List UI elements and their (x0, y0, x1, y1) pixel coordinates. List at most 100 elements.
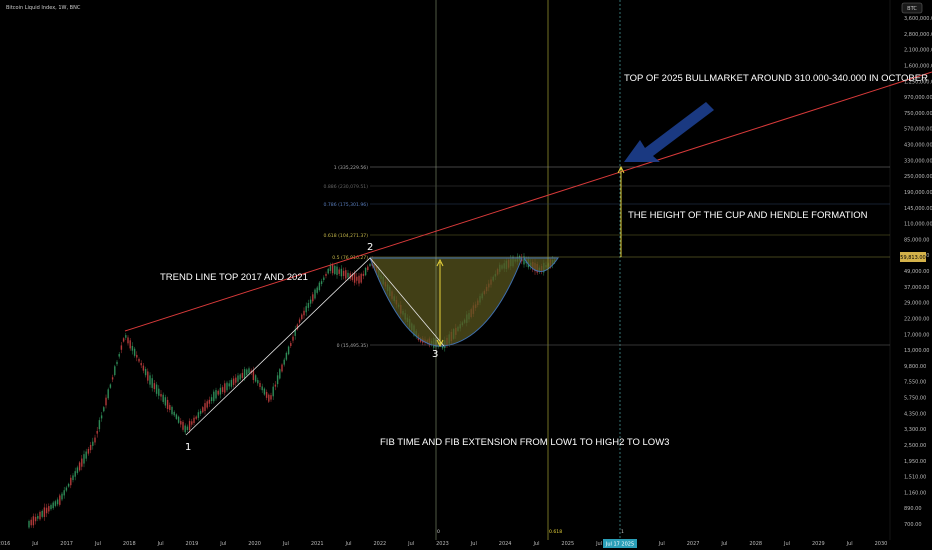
time-tick-label: 2016 (0, 541, 10, 547)
price-tick-label: 110,000.00 (904, 222, 932, 228)
time-tick-label: 2028 (749, 541, 762, 547)
candle-body (329, 265, 332, 271)
candle-body (257, 380, 259, 384)
candle-body (241, 372, 244, 378)
candle-body (122, 338, 125, 342)
price-tick-label: 1,160.00 (904, 490, 926, 496)
price-tick-label: 7,550.00 (904, 380, 926, 386)
candle-body (301, 314, 303, 320)
candle-body (144, 368, 147, 376)
candle-body (160, 393, 162, 397)
candle-body (367, 266, 369, 271)
time-tick-label: Jul (720, 541, 727, 547)
time-axis[interactable]: 2016 Jul 2017 Jul 2018 Jul 2019 Jul 2020 Jul 2021 J… (0, 541, 887, 547)
candle-body (197, 412, 200, 418)
candle-body (202, 407, 204, 413)
point-2-label: 2 (367, 242, 373, 253)
time-tick-label: 2017 (60, 541, 73, 547)
symbol-badge[interactable]: BTC (901, 2, 923, 14)
candle-body (111, 377, 114, 380)
candle-body (252, 370, 255, 381)
candle-body (298, 319, 301, 323)
fib-level-0786: 0.786 (175,301.96) (324, 202, 369, 208)
time-tick-label: 2030 (875, 541, 888, 547)
price-tick-label: 750,000.00 (904, 111, 932, 117)
price-tick-label: 970,000.00 (904, 95, 932, 101)
candle-body (114, 366, 116, 376)
candle-body (248, 368, 250, 374)
candle-body (169, 405, 171, 410)
fib-level-0618: 0.618 (104,271.37) (324, 233, 369, 239)
candle-body (100, 415, 103, 419)
time-tick-label: Jul (345, 541, 352, 547)
price-tick-label: 37,000.00 (904, 285, 929, 291)
candle-body (360, 273, 362, 283)
candle-body (63, 490, 65, 496)
candle-body (217, 390, 219, 395)
time-tick-label: Jul (658, 541, 665, 547)
time-tick-label: 2020 (248, 541, 261, 547)
svg-text:59,813.00: 59,813.00 (900, 255, 925, 261)
trend-line[interactable] (124, 71, 932, 332)
point-1-label: 1 (185, 442, 191, 453)
candle-body (274, 384, 277, 387)
candle-body (296, 324, 299, 330)
candle-body (235, 377, 237, 383)
candle-body (34, 516, 37, 522)
candle-body (208, 399, 211, 404)
candle-body (279, 369, 281, 379)
annotation-fib-time: FIB TIME AND FIB EXTENSION FROM LOW1 TO … (380, 437, 669, 448)
price-tick-label: 13,000.00 (904, 348, 929, 354)
candle-body (70, 477, 72, 486)
candle-body (65, 487, 68, 491)
candle-body (263, 388, 266, 395)
price-tick-label: 1,950.00 (904, 459, 926, 465)
candle-body (237, 375, 239, 382)
candle-body (136, 354, 138, 358)
candle-body (151, 378, 153, 388)
candle-body (52, 502, 54, 509)
time-tick-label: 2019 (186, 541, 199, 547)
candle-body (155, 384, 158, 394)
candle-body (221, 387, 224, 392)
time-tick-label: Jul (470, 541, 477, 547)
price-axis[interactable]: 3,600,000.00 2,800,000.00 2,100,000.00 1,60… (904, 16, 932, 528)
fib-time-label-1: 1 (621, 529, 624, 535)
price-tick-label: 890.00 (904, 506, 922, 512)
fib-extension-levels (370, 166, 890, 346)
candle-body (364, 267, 367, 276)
current-price-marker: 59,813.00 (900, 252, 926, 262)
price-tick-label: 17,000.00 (904, 332, 929, 338)
price-tick-label: 145,000.00 (904, 206, 932, 212)
candle-body (78, 462, 81, 471)
candle-body (281, 364, 283, 372)
time-tick-label: Jul (31, 541, 38, 547)
price-tick-label: 3,600,000.00 (904, 16, 932, 22)
candle-body (338, 269, 340, 274)
candle-body (98, 420, 101, 430)
candle-body (166, 399, 169, 409)
cup-shape (369, 257, 523, 347)
candle-body (349, 273, 351, 279)
time-tick-label: Jul (532, 541, 539, 547)
target-pointer-arrow (624, 102, 714, 162)
candle-body (265, 391, 268, 398)
candle-body (48, 506, 50, 512)
candle-body (210, 397, 213, 402)
candle-body (254, 375, 257, 382)
candle-body (50, 504, 52, 510)
price-tick-label: 5,750.00 (904, 396, 926, 402)
price-tick-label: 2,500.00 (904, 443, 926, 449)
candle-body (180, 421, 182, 425)
candle-body (283, 359, 285, 365)
candle-body (85, 451, 87, 459)
price-tick-label: 570,000.00 (904, 127, 932, 133)
candle-body (419, 338, 422, 342)
price-tick-label: 1,600,000.00 (904, 63, 932, 69)
fib-extension-path[interactable] (185, 257, 445, 436)
fib-level-05: 0.5 (76,910.27) (332, 255, 368, 261)
candle-body (67, 483, 70, 487)
candle-body (133, 348, 136, 356)
candle-body (45, 507, 48, 514)
